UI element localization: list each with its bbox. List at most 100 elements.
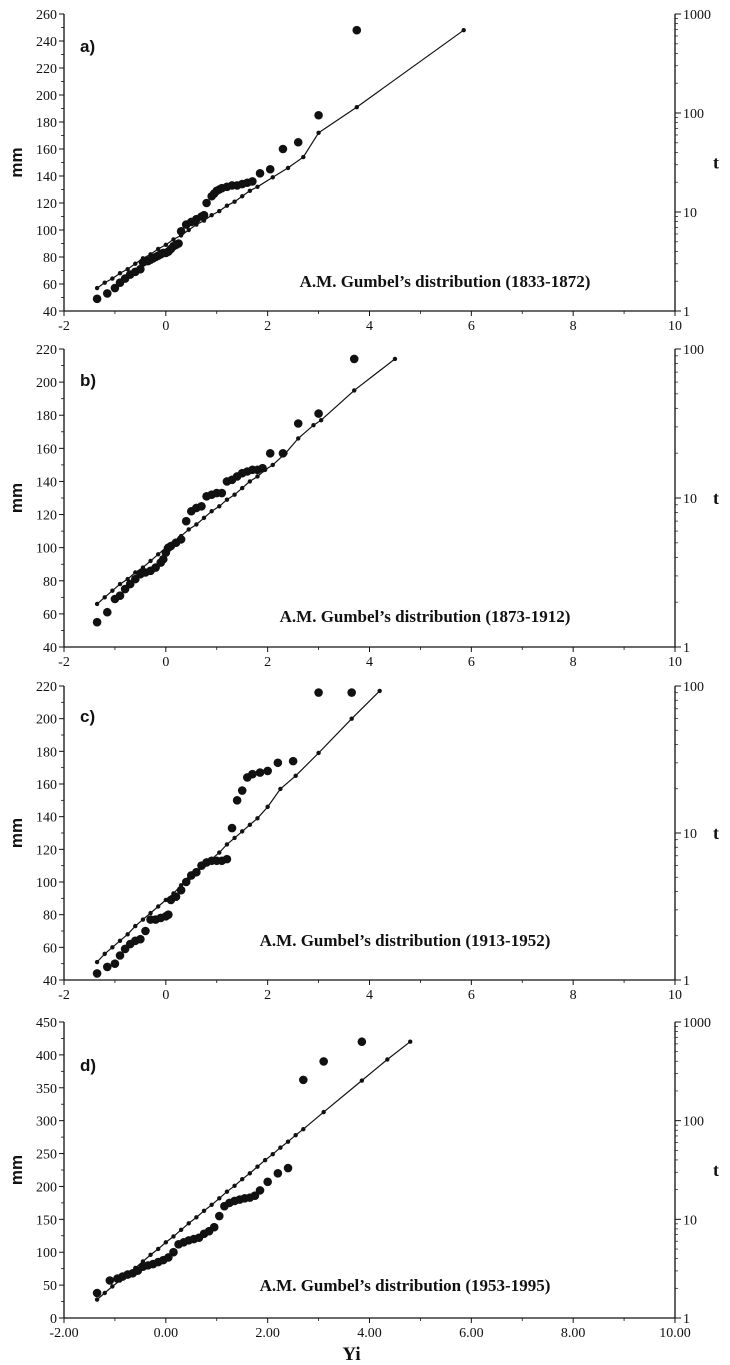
fit-point [278, 786, 283, 792]
right-tick-label: 100 [683, 107, 704, 122]
x-tick-label: -2 [58, 988, 70, 1003]
x-tick-label: 10.00 [659, 1326, 691, 1341]
fit-point [224, 1189, 230, 1194]
observed-point [105, 1276, 115, 1285]
fit-point [461, 28, 466, 33]
fit-point [217, 1196, 222, 1201]
y-tick-label: 260 [36, 8, 57, 23]
right-axis-label: t [713, 823, 719, 843]
fit-point [240, 485, 245, 491]
observed-point [102, 289, 112, 298]
fit-point [232, 492, 237, 497]
observed-point [222, 854, 232, 864]
fit-point [209, 1202, 214, 1208]
right-tick-label: 100 [683, 680, 704, 695]
y-tick-label: 180 [36, 745, 57, 760]
fit-point [270, 175, 275, 180]
observed-point [136, 264, 145, 274]
y-tick-label: 240 [36, 35, 57, 50]
y-tick-label: 100 [36, 542, 57, 557]
fit-point [110, 1284, 115, 1289]
fit-point [283, 451, 288, 456]
fit-point [133, 261, 138, 266]
y-tick-label: 140 [36, 811, 57, 826]
fit-point [155, 904, 161, 909]
x-tick-label: -2.00 [49, 1326, 78, 1341]
fit-point [224, 203, 230, 208]
fit-point [296, 436, 301, 441]
fit-point [194, 870, 199, 875]
fit-point [163, 545, 169, 550]
y-tick-label: 200 [36, 376, 57, 391]
observed-point [115, 591, 125, 600]
fit-point [285, 165, 291, 171]
y-tick-label: 40 [43, 305, 57, 320]
observed-point [248, 177, 257, 186]
observed-point [288, 756, 298, 766]
fit-point [148, 910, 153, 916]
right-tick-label: 10 [683, 492, 697, 507]
fit-point [293, 1132, 298, 1138]
fit-point [316, 130, 321, 135]
fit-point [155, 1246, 161, 1252]
fit-point [349, 716, 354, 721]
observed-point [197, 501, 206, 511]
y-tick-label: 350 [36, 1082, 57, 1097]
fit-point [194, 522, 199, 527]
fit-point [148, 252, 153, 257]
fit-point [178, 883, 184, 888]
fit-point [321, 1109, 326, 1115]
y-tick-label: 120 [36, 509, 57, 524]
right-tick-label: 1000 [683, 8, 711, 23]
x-tick-label: 0 [162, 319, 169, 334]
chart-title: A.M. Gumbel’s distribution (1913-1952) [260, 931, 551, 950]
fit-point [385, 1057, 390, 1062]
fit-point [94, 601, 100, 607]
observed-point [158, 554, 168, 564]
observed-point [293, 419, 303, 428]
fit-point [171, 891, 176, 896]
fit-point [255, 816, 260, 821]
y-axis-label: mm [7, 1155, 26, 1185]
y-tick-label: 100 [36, 876, 57, 891]
fit-point [285, 1139, 291, 1144]
fit-point [155, 552, 161, 557]
fit-point [247, 1171, 253, 1176]
fit-point [171, 237, 176, 242]
fit-point [265, 804, 270, 810]
panel-label: a) [80, 37, 95, 56]
fit-point [201, 1208, 207, 1213]
y-tick-label: 220 [36, 680, 57, 695]
y-tick-label: 120 [36, 843, 57, 858]
observed-point [273, 758, 283, 768]
right-tick-label: 10 [683, 827, 697, 842]
observed-point [92, 1288, 102, 1298]
x-tick-label: 8 [570, 319, 577, 334]
y-tick-label: 180 [36, 116, 57, 131]
observed-point [110, 283, 120, 293]
fit-point [110, 945, 115, 950]
observed-point [92, 294, 102, 304]
y-tick-label: 150 [36, 1213, 57, 1228]
x-tick-label: -2 [58, 655, 70, 670]
x-tick-label: 0 [162, 655, 169, 670]
y-tick-label: 80 [43, 575, 57, 590]
fit-point [102, 280, 107, 285]
observed-point [227, 823, 237, 833]
fit-point [377, 688, 382, 694]
chart-title: A.M. Gumbel’s distribution (1833-1872) [300, 272, 591, 291]
observed-point [349, 354, 359, 364]
fit-point [270, 462, 275, 468]
fit-point [240, 194, 245, 199]
y-tick-label: 60 [43, 608, 57, 623]
fit-point [140, 565, 146, 570]
right-tick-label: 1 [683, 974, 690, 989]
x-tick-label: 6 [468, 319, 475, 334]
observed-point [265, 449, 275, 458]
fit-point [201, 515, 207, 521]
y-tick-label: 220 [36, 62, 57, 77]
fit-point [247, 479, 253, 484]
fit-point [133, 570, 138, 575]
